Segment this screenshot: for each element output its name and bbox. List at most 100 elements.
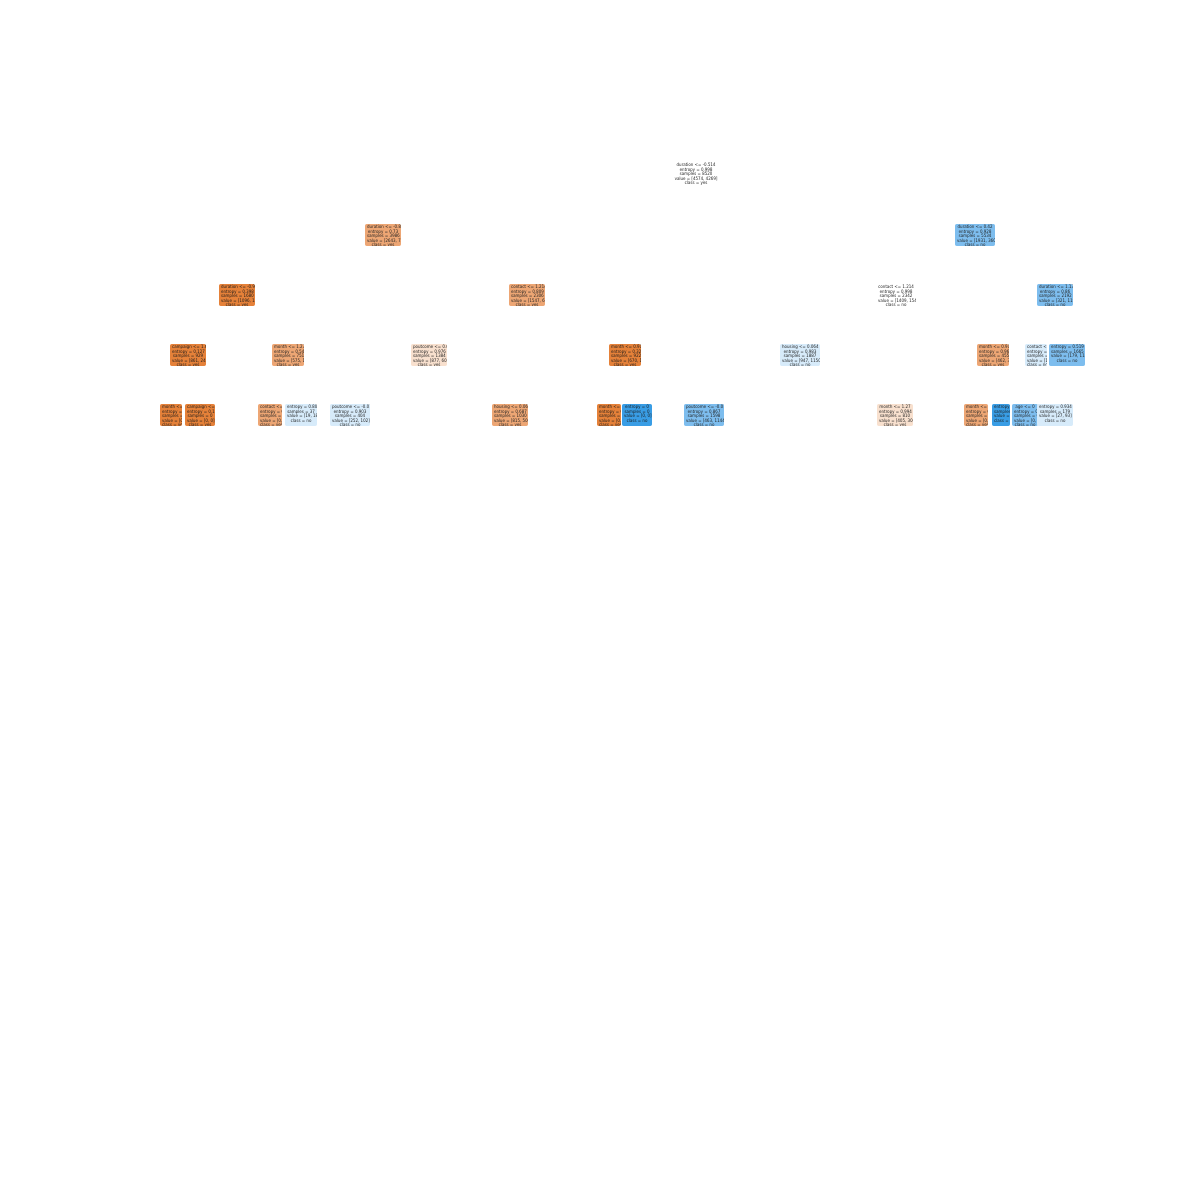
tree-node-line: samples = 27 xyxy=(1027,353,1047,359)
tree-node-line: month <= 1.27 xyxy=(274,344,304,349)
tree-node-line: class = yes xyxy=(371,242,395,246)
tree-node-line: samples = 1665 xyxy=(1051,348,1084,354)
tree-node: housing <= 0.064 entropy = 0.983 samples =… xyxy=(780,344,820,366)
tree-node-line: value = [1096, 132] xyxy=(221,297,255,303)
tree-node-line: samples = 0 xyxy=(162,413,182,419)
tree-node-line: samples = 1887 xyxy=(783,353,817,359)
tree-node-line: value = [1547, 619] xyxy=(511,297,545,303)
tree-node-line: duration <= 1.137 xyxy=(1039,284,1073,289)
tree-node-line: entropy = 0 xyxy=(994,404,1010,409)
tree-node-line: class = yes xyxy=(599,422,621,426)
tree-node: month <= 1.27 entropy = 0.994 samples = 81… xyxy=(877,404,913,426)
tree-node-line: value = [463, 1144] xyxy=(686,417,724,423)
tree-node-line: value = [405, 306] xyxy=(879,417,913,423)
tree-node-line: samples = 2342 xyxy=(879,293,913,299)
tree-node-line: samples = 1384 xyxy=(413,353,446,359)
tree-node-line: samples = 2192 xyxy=(1039,293,1072,299)
tree-node-line: class = yes xyxy=(498,422,522,426)
tree-node-line: contact <= 1.214 xyxy=(511,284,545,289)
tree-node: entropy = 0.805 samples = 37 value = [19, … xyxy=(285,404,317,426)
tree-node-line: contact <= 1.2 xyxy=(1027,344,1047,349)
tree-node: duration <= -0.962entropy = 0.398samples… xyxy=(219,284,255,306)
tree-node-line: value = [27, 93] xyxy=(1039,413,1072,419)
tree-node-line: entropy = 0.86 xyxy=(1039,288,1071,294)
tree-node-line: value = [947, 1150] xyxy=(782,357,820,363)
tree-node-line: month <= 0 xyxy=(966,404,988,409)
tree-node-line: samples = 929 xyxy=(172,353,204,359)
tree-node-line: entropy = 0.127 xyxy=(172,348,205,354)
tree-node-line: month <= 0.914 xyxy=(611,344,641,349)
tree-node-line: samples = 0 xyxy=(260,413,282,419)
tree-node-line: class = no xyxy=(885,302,907,306)
tree-node: entropy = 0.519 samples = 1665 value = [17… xyxy=(1049,344,1085,366)
tree-node-line: value = [0, 0] xyxy=(624,413,652,419)
tree-node-line: samples = 8520 xyxy=(679,171,713,177)
tree-node-line: entropy = 0.4 xyxy=(1027,348,1047,354)
tree-node-line: entropy = 0.398 xyxy=(221,288,254,294)
tree-node-line: class = yes xyxy=(883,422,907,426)
tree-node: poutcome <= -0.079entropy = 0.867samples… xyxy=(684,404,724,426)
tree-node-line: value = [0, 0] xyxy=(994,413,1010,419)
tree-node-line: entropy = 0.903 xyxy=(333,408,367,414)
tree-node-line: entropy = 0 xyxy=(1014,408,1038,414)
tree-node-line: value = [575, 109] xyxy=(274,357,304,363)
tree-node-line: class = no xyxy=(339,422,361,426)
tree-node-line: samples = 455 xyxy=(979,353,1009,359)
tree-node-line: samples = 0 xyxy=(187,413,213,419)
tree-node-line: entropy = 0.687 xyxy=(494,408,527,414)
tree-node-line: value = [0, 0] xyxy=(260,417,282,423)
tree-node-line: duration <= -0.962 xyxy=(221,284,255,289)
tree-node-line: value = [1931, 3603] xyxy=(957,237,995,243)
tree-node-line: samples = 0 xyxy=(624,408,650,414)
tree-node: housing <= 0.064 entropy = 0.687 samples =… xyxy=(492,404,528,426)
tree-node-line: class = yes xyxy=(162,422,182,426)
tree-node-line: duration <= -0.514 xyxy=(676,162,716,167)
tree-node-line: value = [17, 4] xyxy=(1027,357,1047,363)
tree-node-line: entropy = 0.542 xyxy=(274,348,304,354)
tree-node-line: entropy = 0.73 xyxy=(367,228,399,234)
tree-node-line: value = [1409, 1542] xyxy=(878,297,916,303)
tree-node-line: class = yes xyxy=(684,180,708,186)
tree-node-line: class = no xyxy=(1027,362,1047,366)
tree-node-line: class = no xyxy=(994,417,1010,423)
tree-node-line: class = yes xyxy=(515,302,539,306)
tree-node-line: entropy = 0.994 xyxy=(879,408,912,414)
tree-node-line: samples = 2306 xyxy=(511,293,544,299)
tree-node-line: class = yes xyxy=(260,422,282,426)
tree-node-line: contact <= 0 xyxy=(260,404,282,409)
tree-node-line: entropy = 0.867 xyxy=(687,408,721,414)
tree-node: poutcome <= 0.022entropy = 0.976samples … xyxy=(411,344,447,366)
tree-node-line: entropy = 0.976 xyxy=(413,348,446,354)
tree-node-line: class = no xyxy=(1044,417,1066,423)
tree-node-line: campaign <= 0 xyxy=(187,404,215,409)
tree-node-line: month <= 1.27 xyxy=(879,404,911,409)
tree-node-line: class = yes xyxy=(276,362,300,366)
tree-node-line: poutcome <= -0.079 xyxy=(686,404,724,409)
tree-node-line: value = [2643, 751] xyxy=(367,237,401,243)
tree-node-line: samples = 0 xyxy=(994,408,1010,414)
tree-node-line: samples = 1030 xyxy=(494,413,527,419)
tree-node-line: class = yes xyxy=(981,362,1005,366)
tree-node-line: month <= 0 xyxy=(162,404,182,409)
tree-node-line: poutcome <= 0.022 xyxy=(413,344,447,349)
tree-node-line: samples = 810 xyxy=(879,413,911,419)
tree-node-line: entropy = 0 xyxy=(625,404,649,409)
tree-node-line: value = [0, 0] xyxy=(966,417,988,423)
tree-node-line: duration <= 0.42 xyxy=(957,224,993,229)
tree-node-line: entropy = 0.928 xyxy=(958,228,992,234)
tree-node-line: class = no xyxy=(789,362,811,366)
tree-node-line: entropy = 0.805 xyxy=(287,404,317,409)
tree-node: duration <= 0.42 entropy = 0.928 samples =… xyxy=(955,224,995,246)
tree-node: poutcome <= -0.079entropy = 0.903samples… xyxy=(330,404,370,426)
tree-node-line: class = yes xyxy=(176,362,200,366)
tree-node-line: entropy = 0.125 xyxy=(187,408,215,414)
